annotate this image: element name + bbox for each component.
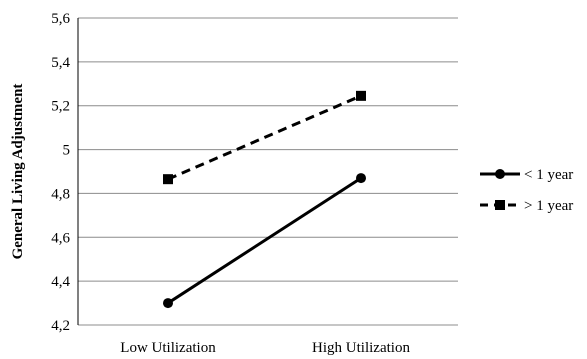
legend-label: > 1 year [524, 198, 573, 214]
data-point [163, 298, 173, 309]
y-tick-label: 4,6 [51, 230, 70, 246]
y-tick-label: 4,2 [51, 318, 70, 334]
x-category-label: Low Utilization [120, 340, 216, 356]
series-layer [163, 90, 366, 309]
data-point [356, 173, 366, 184]
y-tick-label: 5,2 [51, 99, 70, 115]
y-tick-label: 4,8 [51, 186, 70, 202]
legend: < 1 year > 1 year [480, 167, 573, 214]
legend-marker [495, 169, 505, 179]
series-more-than-1-year [163, 90, 366, 185]
series-line [167, 94, 362, 181]
y-tick-label: 4,4 [51, 274, 70, 290]
x-category-label: High Utilization [312, 340, 410, 356]
y-tick-label: 5 [63, 143, 71, 159]
legend-entry: < 1 year [480, 167, 573, 183]
legend-label: < 1 year [524, 167, 573, 183]
series-less-than-1-year [163, 173, 366, 309]
y-tick-labels: 4,2 4,4 4,6 4,8 5 5,2 5,4 5,6 [51, 11, 70, 334]
x-category-labels: Low Utilization High Utilization [120, 340, 410, 356]
series-line [167, 176, 362, 305]
data-point [356, 90, 366, 101]
y-axis-title: General Living Adjustment [10, 84, 26, 260]
data-point [163, 174, 173, 185]
legend-entry: > 1 year [480, 198, 573, 214]
grid-layer [78, 17, 458, 326]
y-tick-label: 5,6 [51, 11, 70, 27]
y-tick-label: 5,4 [51, 55, 70, 71]
legend-marker [495, 200, 505, 210]
